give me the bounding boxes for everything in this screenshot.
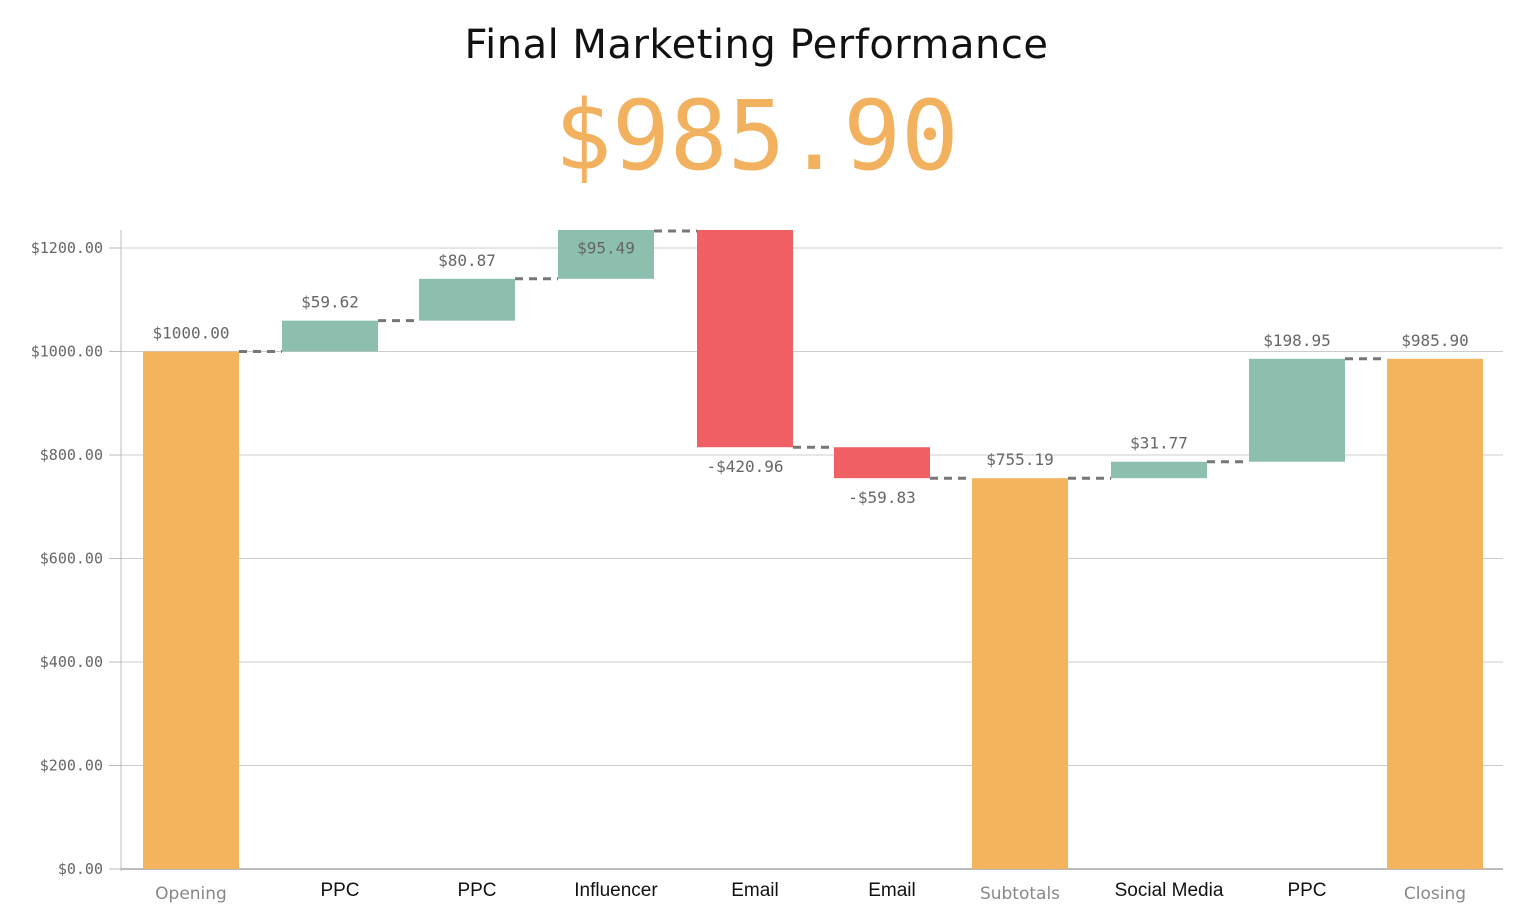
x-axis-label: Subtotals bbox=[980, 884, 1060, 904]
x-axis-label: Closing bbox=[1404, 884, 1466, 904]
y-tick-label: $0.00 bbox=[58, 860, 103, 878]
x-axis-label: PPC bbox=[457, 880, 496, 901]
bar-ppc[interactable] bbox=[1249, 358, 1345, 462]
x-axis-label: PPC bbox=[320, 880, 359, 901]
bar-ppc[interactable] bbox=[282, 320, 378, 352]
value-label: $985.90 bbox=[1401, 331, 1468, 350]
x-axis-label: Social Media bbox=[1115, 880, 1224, 901]
x-axis-label: PPC bbox=[1287, 880, 1326, 901]
bar-influencer[interactable] bbox=[558, 230, 654, 279]
value-label: $80.87 bbox=[438, 251, 496, 270]
value-label: -$420.96 bbox=[706, 457, 783, 476]
bar-email[interactable] bbox=[697, 230, 793, 448]
bar-email[interactable] bbox=[834, 447, 930, 479]
bar-ppc[interactable] bbox=[419, 278, 515, 321]
y-tick-label: $1200.00 bbox=[31, 239, 103, 257]
x-axis-label: Email bbox=[868, 880, 916, 901]
y-tick-label: $800.00 bbox=[40, 446, 103, 464]
value-label: $31.77 bbox=[1130, 434, 1188, 453]
value-label: $755.19 bbox=[986, 450, 1053, 469]
y-tick-label: $200.00 bbox=[40, 757, 103, 775]
value-label: $198.95 bbox=[1263, 331, 1330, 350]
value-label: $1000.00 bbox=[152, 324, 229, 343]
x-axis-label: Influencer bbox=[574, 880, 658, 901]
y-tick-label: $600.00 bbox=[40, 550, 103, 568]
value-label: -$59.83 bbox=[848, 488, 915, 507]
y-tick-label: $1000.00 bbox=[31, 343, 103, 361]
x-axis-label: Opening bbox=[155, 884, 227, 904]
value-label: $59.62 bbox=[301, 293, 359, 312]
bar-social-media[interactable] bbox=[1111, 461, 1207, 479]
chart-title: Final Marketing Performance bbox=[464, 22, 1049, 68]
x-axis-label: Email bbox=[731, 880, 779, 901]
bar-subtotals[interactable] bbox=[972, 478, 1068, 869]
y-tick-label: $400.00 bbox=[40, 653, 103, 671]
bar-closing[interactable] bbox=[1387, 358, 1483, 869]
bar-opening[interactable] bbox=[143, 351, 239, 870]
value-label: $95.49 bbox=[577, 238, 635, 257]
headline-value: $985.90 bbox=[554, 80, 959, 192]
